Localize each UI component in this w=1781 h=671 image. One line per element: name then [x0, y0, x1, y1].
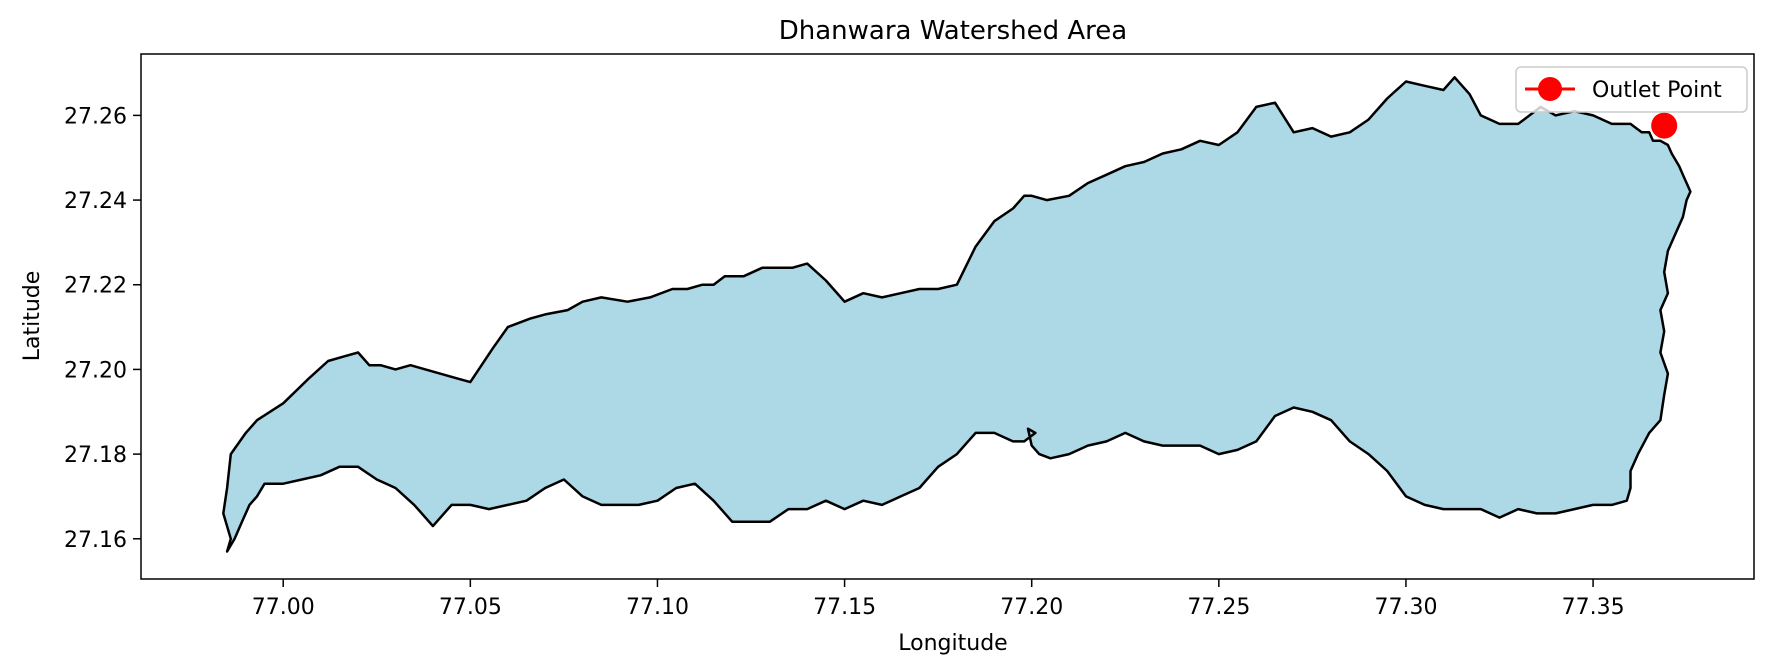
axes-frame: [140, 53, 1755, 580]
y-tick-label: 27.22: [64, 274, 127, 299]
y-axis-label: Latitude: [20, 271, 45, 362]
x-tick-label: 77.30: [1374, 595, 1437, 620]
x-tick-label: 77.05: [439, 595, 502, 620]
x-axis: 77.00 77.05 77.10 77.15 77.20 77.25 77.30 77.35: [252, 579, 1625, 620]
x-tick-label: 77.00: [252, 595, 315, 620]
legend-marker-swatch: [1538, 77, 1562, 101]
x-tick-label: 77.20: [1000, 595, 1063, 620]
y-tick-label: 27.26: [64, 104, 127, 129]
outlet-point-marker: [1651, 112, 1678, 139]
legend-frame: [1515, 66, 1748, 113]
chart-title: Dhanwara Watershed Area: [779, 16, 1127, 46]
watershed-polygon: [222, 76, 1692, 553]
legend: Outlet Point: [1515, 66, 1748, 113]
y-tick-label: 27.24: [64, 189, 127, 214]
y-tick-label: 27.18: [64, 443, 127, 468]
legend-label-outlet-point: Outlet Point: [1592, 78, 1722, 103]
x-tick-label: 77.25: [1187, 595, 1250, 620]
y-tick-label: 27.20: [64, 358, 127, 383]
y-axis: 27.16 27.18 27.20 27.22 27.24 27.26: [64, 104, 141, 553]
x-tick-label: 77.35: [1562, 595, 1625, 620]
x-tick-label: 77.15: [813, 595, 876, 620]
x-tick-label: 77.10: [626, 595, 689, 620]
plot-area: [140, 53, 1755, 580]
y-tick-label: 27.16: [64, 528, 127, 553]
x-axis-label: Longitude: [898, 631, 1007, 656]
